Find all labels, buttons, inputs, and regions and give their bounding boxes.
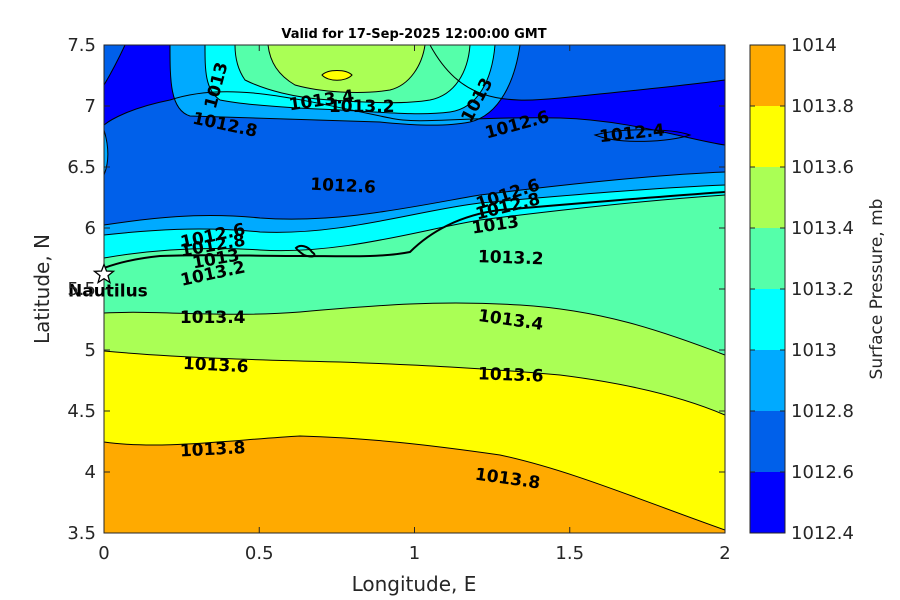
y-tick-label: 3.5 — [67, 523, 96, 544]
contour-label: 1013.6 — [182, 354, 249, 377]
contour-label: 1013.4 — [180, 308, 246, 328]
colorbar-label: Surface Pressure, mb — [867, 199, 887, 380]
coastline — [104, 191, 725, 269]
location-label: Nautilus — [68, 281, 148, 301]
band-1012-6 — [104, 45, 725, 225]
band-1013-4-upper — [268, 45, 425, 93]
band-1013-6-high — [322, 70, 352, 81]
band-1013-8 — [104, 436, 725, 533]
y-tick-label: 5.5 — [67, 279, 96, 300]
colorbar-tick-label: 1013.4 — [791, 218, 854, 239]
colorbar-swatch — [750, 472, 785, 533]
colorbar-tick-label: 1013.6 — [791, 157, 854, 178]
y-tick-label: 4.5 — [67, 401, 96, 422]
contour-label: 1013.2 — [478, 247, 544, 269]
colorbar-swatch — [750, 45, 785, 106]
colorbar-swatch — [750, 289, 785, 350]
colorbar-swatch — [750, 106, 785, 167]
band-1013-6 — [104, 351, 725, 530]
annotation-layer: Nautilus — [68, 262, 148, 301]
colorbar-swatch — [750, 350, 785, 411]
x-axis: 0 0.5 1 1.5 2 — [98, 45, 731, 564]
band-1013-2 — [104, 195, 725, 355]
x-tick-label: 0 — [98, 543, 109, 564]
colorbar-tick-label: 1014 — [791, 35, 837, 56]
colorbar-tick-label: 1013 — [791, 340, 837, 361]
chart-title: Valid for 17-Sep-2025 12:00:00 GMT — [281, 27, 546, 42]
colorbar-tick-label: 1012.4 — [791, 523, 854, 544]
colorbar-swatch — [750, 167, 785, 228]
colorbar-tick-label: 1013.2 — [791, 279, 854, 300]
y-tick-label: 5 — [85, 340, 96, 361]
location-star-icon — [92, 262, 116, 285]
y-tick-label: 7.5 — [67, 35, 96, 56]
y-axis: 3.5 4 4.5 5 5.5 6 6.5 7 7.5 — [67, 35, 725, 544]
x-tick-label: 1.5 — [555, 543, 584, 564]
x-tick-label: 2 — [719, 543, 730, 564]
y-tick-label: 6.5 — [67, 157, 96, 178]
y-tick-label: 7 — [85, 96, 96, 117]
contour-label: 1013.6 — [478, 364, 544, 386]
band-1013-4 — [104, 302, 725, 415]
colorbar-tick-label: 1012.8 — [791, 401, 854, 422]
contour-label: 1013.2 — [329, 97, 395, 117]
colorbar-tick-label: 1012.6 — [791, 462, 854, 483]
contour-label: 1012.6 — [310, 175, 377, 198]
colorbar-swatch — [750, 228, 785, 289]
x-tick-label: 0.5 — [245, 543, 274, 564]
contour-lines — [104, 45, 725, 531]
y-tick-label: 4 — [85, 462, 96, 483]
x-axis-label: Longitude, E — [352, 572, 477, 596]
colorbar-tick-label: 1013.8 — [791, 96, 854, 117]
y-axis-label: Latitude, N — [30, 234, 54, 344]
x-tick-label: 1 — [409, 543, 420, 564]
colorbar-swatch — [750, 411, 785, 472]
colorbar: 1012.4 1012.6 1012.8 1013 1013.2 1013.4 1013.6… — [749, 35, 854, 544]
y-tick-label: 6 — [85, 218, 96, 239]
contour-label: 1013.8 — [179, 438, 246, 461]
